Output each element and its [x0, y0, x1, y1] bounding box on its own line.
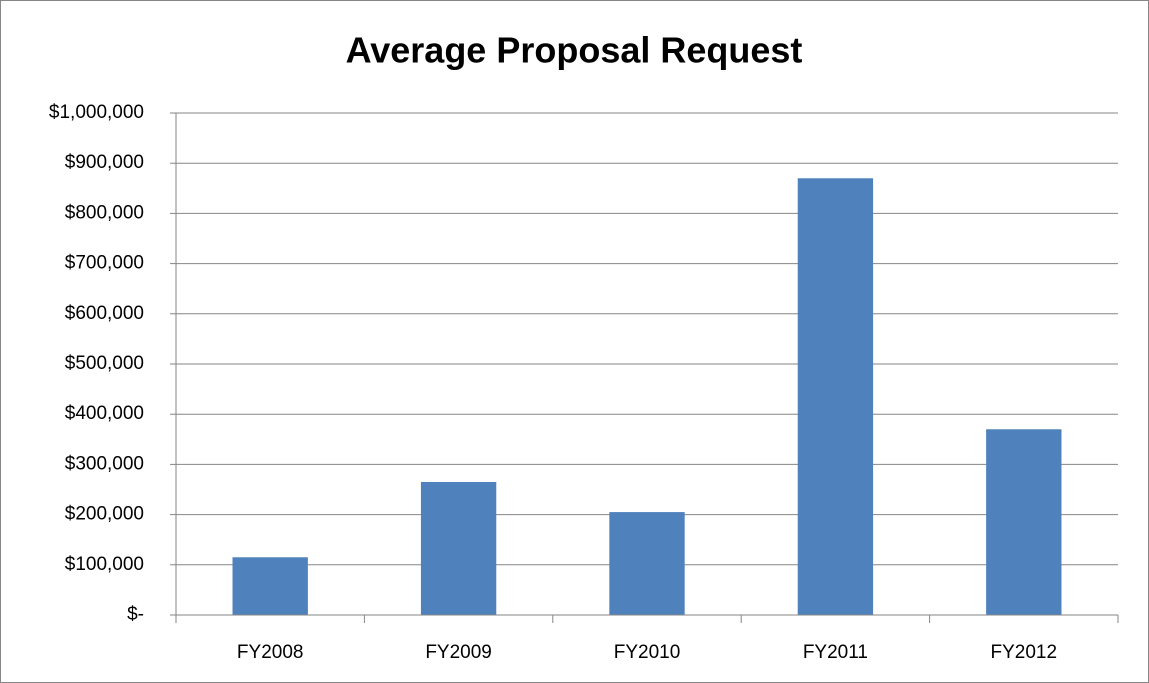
chart-title: Average Proposal Request	[346, 30, 803, 71]
x-tick-label: FY2011	[803, 642, 868, 663]
bar	[797, 178, 874, 615]
y-tick-label: $900,000	[65, 152, 144, 173]
bar	[609, 512, 685, 615]
y-tick-label: $1,000,000	[49, 102, 144, 123]
x-tick-label: FY2008	[237, 642, 304, 663]
y-tick-label: $-	[127, 604, 144, 625]
x-tick-label: FY2010	[614, 642, 681, 663]
bar	[420, 481, 497, 615]
y-tick-label: $200,000	[65, 504, 144, 525]
y-tick-label: $100,000	[65, 554, 144, 575]
y-tick-label: $600,000	[65, 303, 144, 324]
bar	[232, 557, 308, 615]
y-tick-label: $300,000	[65, 453, 144, 474]
bar	[986, 429, 1062, 615]
x-tick-label: FY2009	[425, 642, 492, 663]
y-tick-label: $800,000	[65, 202, 144, 223]
y-tick-label: $500,000	[65, 353, 144, 374]
y-tick-label: $700,000	[65, 253, 144, 274]
y-tick-label: $400,000	[65, 403, 144, 424]
x-tick-label: FY2012	[991, 642, 1058, 663]
